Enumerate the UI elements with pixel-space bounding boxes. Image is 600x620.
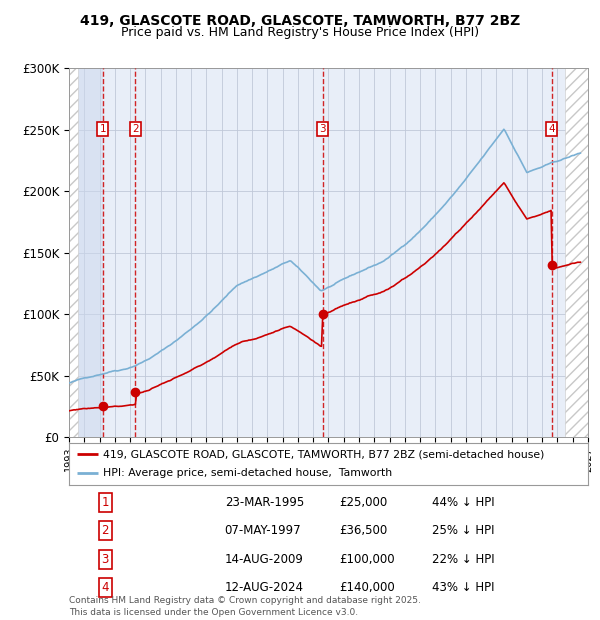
- Text: £100,000: £100,000: [339, 553, 395, 565]
- Text: 4: 4: [101, 582, 109, 594]
- Text: 2: 2: [132, 124, 139, 134]
- Text: £36,500: £36,500: [339, 525, 387, 537]
- Bar: [78, 68, 103, 437]
- Text: £25,000: £25,000: [339, 496, 387, 508]
- Text: 1: 1: [100, 124, 106, 134]
- Text: HPI: Average price, semi-detached house,  Tamworth: HPI: Average price, semi-detached house,…: [103, 469, 392, 479]
- Text: 07-MAY-1997: 07-MAY-1997: [224, 525, 301, 537]
- Text: 44% ↓ HPI: 44% ↓ HPI: [432, 496, 495, 508]
- Text: 3: 3: [319, 124, 326, 134]
- Text: Price paid vs. HM Land Registry's House Price Index (HPI): Price paid vs. HM Land Registry's House …: [121, 26, 479, 39]
- Bar: [69, 68, 78, 437]
- Text: 23-MAR-1995: 23-MAR-1995: [224, 496, 304, 508]
- Text: Contains HM Land Registry data © Crown copyright and database right 2025.
This d: Contains HM Land Registry data © Crown c…: [69, 596, 421, 617]
- Text: 14-AUG-2009: 14-AUG-2009: [224, 553, 304, 565]
- Bar: [565, 68, 588, 437]
- Text: 25% ↓ HPI: 25% ↓ HPI: [432, 525, 495, 537]
- Text: 419, GLASCOTE ROAD, GLASCOTE, TAMWORTH, B77 2BZ: 419, GLASCOTE ROAD, GLASCOTE, TAMWORTH, …: [80, 14, 520, 29]
- Text: 4: 4: [548, 124, 555, 134]
- Text: 12-AUG-2024: 12-AUG-2024: [224, 582, 304, 594]
- Text: 1: 1: [101, 496, 109, 508]
- Text: 419, GLASCOTE ROAD, GLASCOTE, TAMWORTH, B77 2BZ (semi-detached house): 419, GLASCOTE ROAD, GLASCOTE, TAMWORTH, …: [103, 449, 544, 459]
- Text: £140,000: £140,000: [339, 582, 395, 594]
- Text: 3: 3: [101, 553, 109, 565]
- Text: 43% ↓ HPI: 43% ↓ HPI: [432, 582, 495, 594]
- Text: 22% ↓ HPI: 22% ↓ HPI: [432, 553, 495, 565]
- Text: 2: 2: [101, 525, 109, 537]
